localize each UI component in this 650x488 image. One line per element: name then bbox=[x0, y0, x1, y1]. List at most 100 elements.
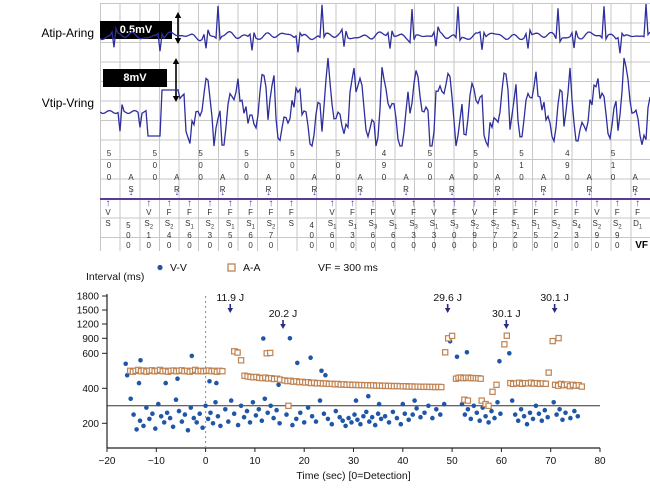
marker-arrow-icon: ↑ bbox=[105, 198, 111, 209]
y-tick-label: 400 bbox=[82, 384, 99, 395]
vv-data-point bbox=[321, 411, 327, 416]
vv-data-point bbox=[430, 415, 435, 421]
vv-data-point bbox=[128, 396, 133, 402]
vv-data-point bbox=[554, 412, 559, 417]
vv-data-point bbox=[244, 408, 250, 414]
vv-data-point bbox=[208, 410, 213, 416]
marker-annotation: 9 bbox=[594, 231, 600, 240]
marker-annotation: S1 bbox=[511, 219, 520, 231]
marker-annotation: F bbox=[187, 208, 192, 217]
vv-data-point bbox=[319, 368, 324, 374]
vv-data-point bbox=[210, 421, 216, 426]
vv-data-point bbox=[355, 417, 360, 423]
marker-annotation: R bbox=[586, 185, 593, 194]
vv-data-point bbox=[343, 423, 348, 429]
aa-data-point bbox=[485, 402, 492, 409]
aa-data-point bbox=[438, 383, 445, 391]
vv-data-point bbox=[414, 406, 419, 411]
marker-annotation: A bbox=[586, 173, 592, 182]
marker-arrow-icon: ↓ bbox=[174, 187, 180, 198]
marker-annotation: 9 bbox=[615, 231, 620, 240]
vv-data-point bbox=[418, 414, 423, 420]
marker-annotation: F bbox=[411, 208, 416, 217]
aa-data-point bbox=[464, 397, 472, 404]
marker-annotation: 7 bbox=[492, 231, 498, 240]
marker-annotation: 0 bbox=[290, 161, 295, 170]
marker-arrow-icon: ↑ bbox=[635, 198, 641, 209]
marker-annotation: F bbox=[451, 208, 457, 217]
vv-data-point bbox=[497, 358, 502, 364]
legend-vf-threshold-label: VF = 300 ms bbox=[318, 262, 378, 274]
marker-annotation: R bbox=[632, 185, 639, 194]
vv-data-point bbox=[329, 421, 335, 427]
aa-data-point bbox=[545, 369, 552, 376]
marker-annotation: 5 bbox=[152, 149, 158, 158]
marker-annotation: S2 bbox=[612, 219, 622, 231]
marker-arrow-icon: ↓ bbox=[266, 187, 271, 198]
marker-annotation: 0 bbox=[553, 241, 559, 250]
marker-annotation: 0 bbox=[452, 231, 457, 240]
shock-energy-label: 30.1 J bbox=[540, 292, 569, 304]
vv-data-point bbox=[533, 403, 539, 409]
vv-data-point bbox=[394, 415, 400, 421]
marker-annotation: 0 bbox=[126, 241, 131, 250]
vv-data-point bbox=[337, 414, 343, 420]
marker-annotation: A bbox=[311, 173, 317, 182]
marker-arrow-icon: ↓ bbox=[495, 187, 501, 198]
vv-data-point bbox=[197, 411, 202, 416]
vv-data-point bbox=[176, 408, 182, 414]
vv-data-point bbox=[205, 416, 211, 422]
vv-data-point bbox=[551, 400, 556, 405]
marker-annotation: S2 bbox=[266, 219, 276, 231]
vv-data-point bbox=[228, 398, 234, 403]
shock-arrow-icon bbox=[227, 308, 234, 313]
x-tick-label: −20 bbox=[99, 456, 116, 467]
marker-channel-baseline bbox=[100, 198, 650, 200]
vv-data-point bbox=[161, 420, 167, 425]
y-tick-label: 1800 bbox=[77, 292, 100, 303]
aa-data-point bbox=[219, 367, 226, 375]
marker-annotation: 9 bbox=[565, 161, 570, 170]
vv-data-point bbox=[349, 420, 354, 425]
marker-annotation: 0 bbox=[473, 161, 478, 170]
x-tick-label: −10 bbox=[148, 456, 165, 467]
x-tick-label: 60 bbox=[496, 456, 508, 467]
marker-annotation: 0 bbox=[207, 241, 213, 250]
vv-data-point bbox=[438, 412, 443, 417]
marker-annotation: 0 bbox=[594, 241, 600, 250]
marker-arrow-icon: ↑ bbox=[451, 198, 457, 209]
marker-annotation: 5 bbox=[533, 231, 538, 240]
vv-data-point bbox=[241, 414, 247, 420]
vv-data-point bbox=[175, 376, 180, 381]
marker-annotation: S2 bbox=[490, 219, 500, 231]
marker-annotation: 6 bbox=[390, 231, 396, 240]
marker-arrow-icon: ↑ bbox=[370, 198, 376, 209]
marker-annotation: 0 bbox=[309, 241, 314, 250]
marker-annotation: S2 bbox=[205, 219, 215, 231]
marker-annotation: S3 bbox=[449, 219, 459, 231]
marker-arrow-icon: ↑ bbox=[512, 198, 518, 209]
vv-data-point bbox=[486, 420, 491, 425]
vv-data-point bbox=[191, 415, 197, 421]
vv-data-point bbox=[253, 413, 259, 418]
vv-data-point bbox=[462, 412, 468, 417]
vv-data-point bbox=[402, 411, 408, 416]
vv-data-point bbox=[170, 424, 176, 430]
vv-data-point bbox=[189, 353, 195, 359]
aa-data-point bbox=[555, 334, 562, 342]
marker-annotation: F bbox=[574, 208, 579, 217]
vv-data-point bbox=[182, 412, 188, 417]
marker-arrow-icon: ↑ bbox=[349, 198, 355, 209]
vv-data-point bbox=[400, 401, 406, 407]
vv-data-point bbox=[138, 358, 143, 363]
marker-annotation: 0 bbox=[335, 173, 341, 182]
vv-data-point bbox=[317, 398, 323, 403]
vv-data-point bbox=[426, 403, 431, 409]
vv-data-point bbox=[367, 419, 372, 424]
vv-data-point bbox=[539, 418, 545, 423]
vv-data-point bbox=[213, 400, 218, 405]
vv-data-point bbox=[375, 411, 381, 416]
vf-detection-label: VF bbox=[635, 240, 648, 251]
aa-data-point bbox=[234, 349, 241, 356]
vv-data-point bbox=[346, 415, 351, 421]
